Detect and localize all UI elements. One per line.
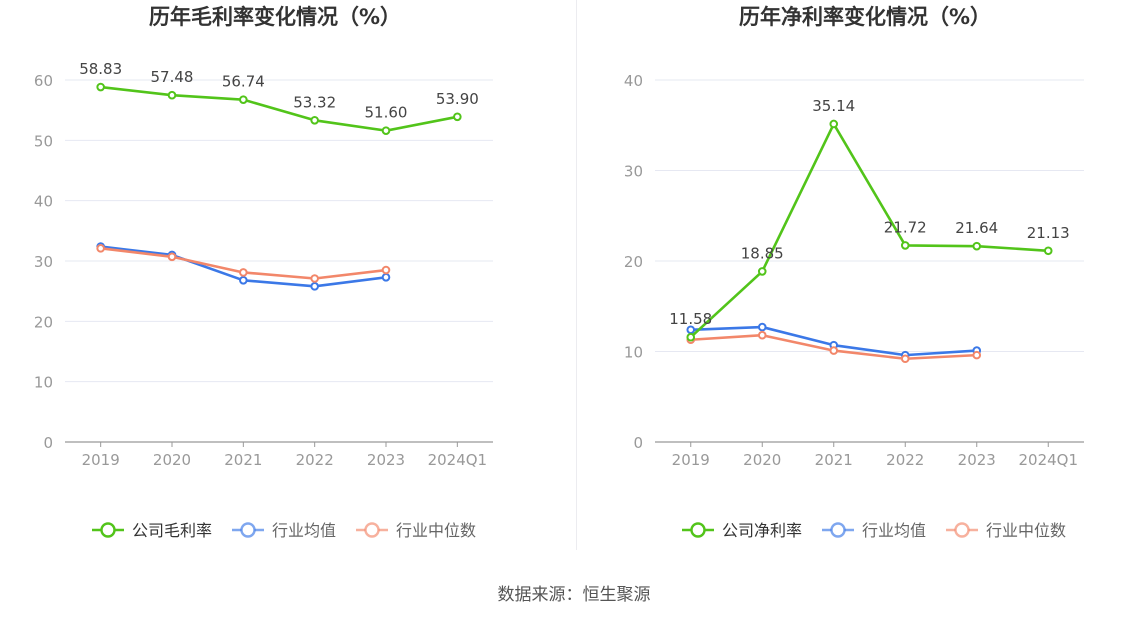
y-tick-label: 40 (34, 193, 53, 211)
company-point (900, 241, 910, 250)
data-label: 57.48 (151, 68, 194, 86)
data-label: 58.83 (79, 60, 122, 78)
company-point (96, 82, 105, 92)
legend-marker (830, 522, 846, 538)
gross-margin-chart: 历年毛利率变化情况（%） 0 10 20 30 40 50 60 2019 2020 2021 202… (34, 5, 493, 540)
company-point (757, 267, 767, 276)
data-label: 11.58 (669, 310, 712, 328)
industry_median-point (96, 244, 105, 253)
data-label: 21.13 (1027, 224, 1070, 242)
industry_median-point (310, 274, 319, 283)
y-tick-label: 0 (633, 434, 643, 452)
y-tick-label: 10 (624, 344, 643, 362)
data-label: 53.90 (436, 90, 479, 108)
x-tick-label: 2020 (153, 451, 191, 469)
x-tick-label: 2021 (224, 451, 262, 469)
industry_avg-point (757, 322, 767, 332)
industry_median-point (167, 252, 177, 262)
company-point (167, 90, 177, 100)
industry_avg-point (310, 282, 319, 291)
industry_median-point (972, 350, 982, 360)
x-tick-label: 2022 (886, 451, 924, 469)
y-tick-label: 40 (624, 72, 643, 90)
y-tick-label: 50 (34, 132, 53, 150)
industry_median-point (381, 265, 391, 275)
company-line (689, 122, 1049, 339)
data-label: 53.32 (293, 93, 336, 111)
industry_avg-point (381, 272, 391, 282)
data-label: 35.14 (812, 97, 855, 115)
legend-label: 行业中位数 (986, 521, 1066, 540)
company-point (686, 332, 696, 342)
industry_median-point (239, 268, 248, 277)
industry_median-point (900, 354, 910, 364)
chart-title: 历年毛利率变化情况（%） (149, 5, 401, 29)
data-source-note: 数据来源：恒生聚源 (497, 585, 651, 605)
data-label: 21.72 (884, 218, 927, 236)
industry_median-point (757, 330, 767, 340)
data-label: 18.85 (741, 244, 784, 262)
y-tick-label: 30 (34, 253, 53, 271)
data-label: 51.60 (365, 104, 408, 122)
y-tick-label: 20 (34, 313, 53, 331)
company-point (453, 112, 462, 122)
x-tick-label: 2023 (958, 451, 996, 469)
x-tick-label: 2021 (815, 451, 853, 469)
company-point (310, 116, 319, 125)
x-tick-label: 2020 (743, 451, 781, 469)
company-line (100, 85, 458, 132)
y-tick-label: 60 (34, 72, 53, 90)
legend-label: 行业均值 (272, 521, 336, 540)
legend-marker (690, 522, 706, 538)
y-tick-label: 30 (624, 163, 643, 181)
chart-divider (576, 0, 577, 550)
x-tick-label: 2024Q1 (1018, 451, 1078, 469)
legend-marker (364, 522, 380, 538)
legend-label: 行业中位数 (396, 521, 476, 540)
data-label: 21.64 (955, 219, 998, 237)
company-point (1043, 246, 1053, 256)
legend-marker (240, 522, 256, 538)
chart-title: 历年净利率变化情况（%） (739, 5, 991, 29)
company-point (239, 95, 248, 104)
x-tick-label: 2022 (296, 451, 334, 469)
company-point (381, 126, 391, 135)
y-tick-label: 0 (43, 434, 53, 452)
x-tick-label: 2019 (82, 451, 120, 469)
x-tick-label: 2019 (672, 451, 710, 469)
industry_avg-point (239, 276, 248, 285)
y-tick-label: 20 (624, 253, 643, 271)
industry_median-point (829, 346, 839, 355)
data-label: 56.74 (222, 73, 265, 91)
company-point (972, 241, 982, 251)
x-tick-label: 2023 (367, 451, 405, 469)
legend-label: 公司净利率 (722, 521, 802, 540)
legend-label: 行业均值 (862, 521, 926, 540)
y-tick-label: 10 (34, 374, 53, 392)
legend-marker (954, 522, 970, 538)
legend-marker (100, 522, 116, 538)
x-tick-label: 2024Q1 (428, 451, 488, 469)
company-point (829, 119, 839, 129)
legend-label: 公司毛利率 (132, 521, 212, 540)
net-margin-chart: 历年净利率变化情况（%） 0 10 20 30 40 2019 2020 2021 2022 202… (624, 5, 1084, 540)
